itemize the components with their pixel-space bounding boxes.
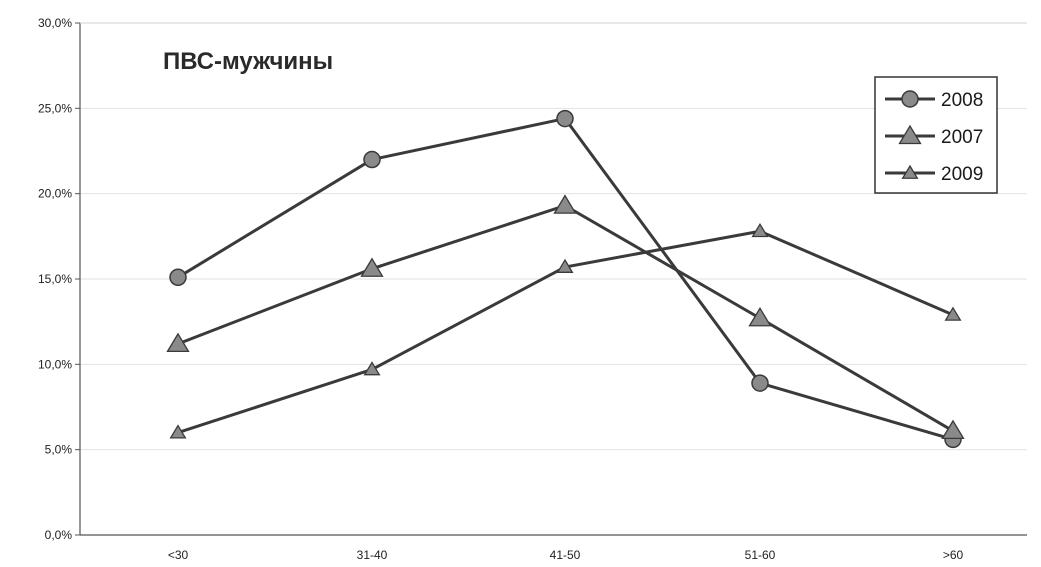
x-tick-label: 51-60	[745, 548, 776, 562]
y-tick-label: 15,0%	[38, 272, 72, 286]
series	[166, 109, 965, 449]
data-point-2007	[941, 419, 965, 440]
series-2008	[169, 109, 962, 449]
data-point-2009	[169, 424, 187, 439]
x-tick-label: 41-50	[550, 548, 581, 562]
y-tick-label: 20,0%	[38, 187, 72, 201]
y-tick-label: 0,0%	[45, 528, 73, 542]
data-point-2009	[556, 258, 574, 273]
axes	[75, 22, 1027, 536]
data-point-2008	[169, 268, 187, 287]
data-point-2009	[363, 361, 381, 376]
legend-label: 2008	[941, 90, 983, 111]
legend-label: 2007	[941, 127, 983, 148]
legend-item-2008: 2008	[885, 90, 983, 111]
y-tick-label: 10,0%	[38, 357, 72, 371]
legend-label: 2009	[941, 164, 983, 185]
legend-item-2007: 2007	[885, 124, 983, 148]
data-point-2007	[748, 306, 772, 327]
x-tick-label: 31-40	[357, 548, 388, 562]
legend-marker	[901, 90, 919, 108]
data-point-2008	[751, 374, 769, 392]
data-point-2007	[553, 194, 577, 214]
legend-item-2009: 2009	[885, 164, 983, 185]
data-point-2009	[944, 306, 962, 321]
data-point-2008	[556, 109, 574, 128]
chart-title: ПВС-мужчины	[163, 48, 333, 75]
legend-marker	[898, 124, 922, 145]
y-tick-label: 5,0%	[45, 443, 73, 457]
y-tick-label: 30,0%	[38, 16, 72, 30]
data-point-2007	[166, 332, 190, 353]
x-tick-label: >60	[943, 548, 964, 562]
x-axis-tick-labels: <30 31-40 41-50 51-60 >60	[168, 548, 964, 562]
y-axis-tick-labels: 0,0% 5,0% 10,0% 15,0% 20,0% 25,0% 30,0%	[38, 16, 72, 542]
series-2009	[169, 222, 962, 439]
data-point-2008	[363, 150, 381, 169]
y-tick-label: 25,0%	[38, 101, 72, 115]
legend-marker	[901, 164, 919, 179]
series-2007	[166, 194, 965, 440]
legend: 2008 2007 2009	[874, 76, 998, 194]
data-point-2009	[751, 222, 769, 238]
data-point-2007	[360, 257, 384, 277]
x-tick-label: <30	[168, 548, 189, 562]
